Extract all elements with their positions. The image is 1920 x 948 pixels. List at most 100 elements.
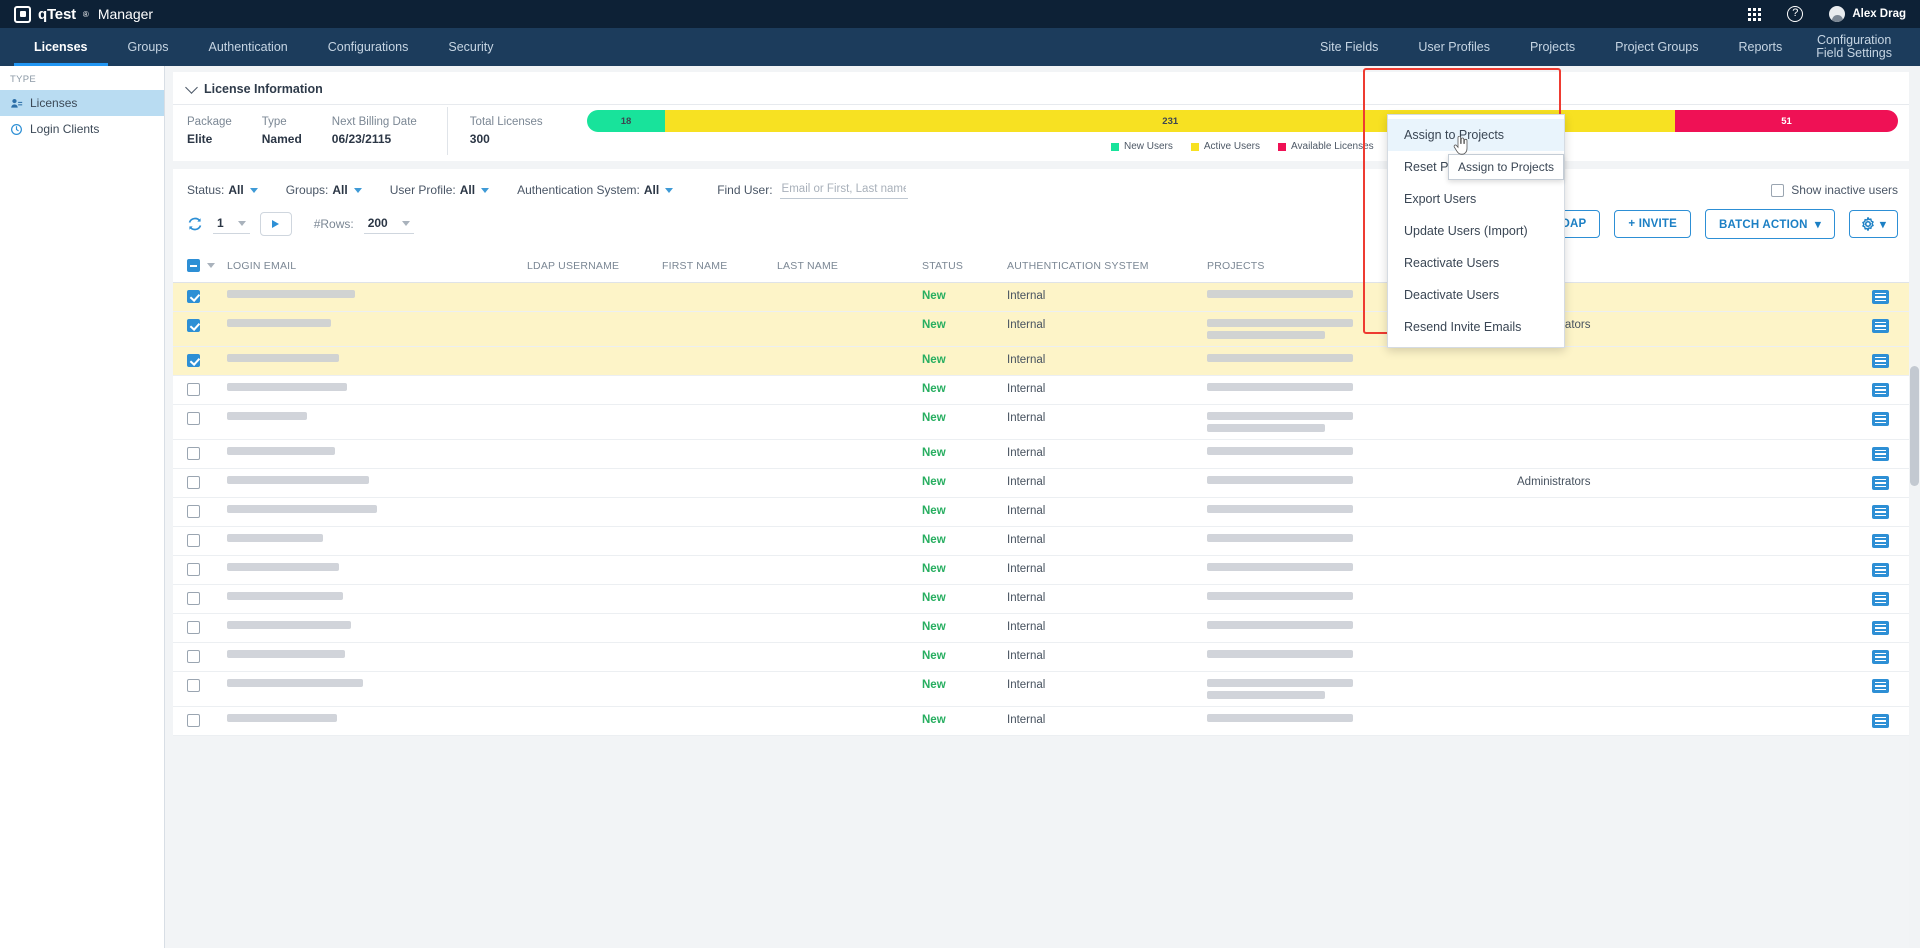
- filter-status[interactable]: Status: All: [187, 183, 258, 197]
- row-menu-icon[interactable]: [1872, 319, 1889, 333]
- row-menu-icon[interactable]: [1872, 476, 1889, 490]
- row-checkbox[interactable]: [187, 290, 200, 303]
- row-menu-icon[interactable]: [1872, 621, 1889, 635]
- table-row[interactable]: New Internal: [173, 613, 1912, 643]
- row-checkbox[interactable]: [187, 319, 200, 332]
- table-row[interactable]: New Internal: [173, 671, 1912, 707]
- row-checkbox[interactable]: [187, 563, 200, 576]
- invite-button[interactable]: + INVITE: [1614, 210, 1691, 238]
- show-inactive-users-checkbox[interactable]: [1771, 183, 1785, 197]
- settings-gear-button[interactable]: ▾: [1849, 210, 1898, 238]
- row-checkbox[interactable]: [187, 447, 200, 460]
- row-checkbox[interactable]: [187, 412, 200, 425]
- row-checkbox[interactable]: [187, 679, 200, 692]
- table-row[interactable]: New Internal: [173, 555, 1912, 585]
- table-row[interactable]: New Internal: [173, 584, 1912, 614]
- login-email-cell: [221, 584, 521, 614]
- sidebar-item-login-clients[interactable]: Login Clients: [0, 116, 164, 142]
- nav-item-security[interactable]: Security: [448, 40, 494, 54]
- nav-item-configurations[interactable]: Configurations: [327, 40, 409, 54]
- row-checkbox[interactable]: [187, 383, 200, 396]
- user-menu[interactable]: Alex Drag: [1829, 6, 1906, 22]
- row-menu-icon[interactable]: [1872, 563, 1889, 577]
- row-menu-icon[interactable]: [1872, 505, 1889, 519]
- menu-item-export-users[interactable]: Export Users: [1404, 192, 1477, 206]
- row-menu-icon[interactable]: [1872, 412, 1889, 426]
- sidebar-item-licenses[interactable]: Licenses: [0, 90, 164, 116]
- batch-action-button[interactable]: BATCH ACTION ▾: [1704, 209, 1836, 239]
- row-menu-icon[interactable]: [1872, 290, 1889, 304]
- table-row[interactable]: New Internal: [173, 375, 1912, 405]
- row-checkbox[interactable]: [187, 476, 200, 489]
- row-menu-icon[interactable]: [1872, 679, 1889, 693]
- table-row[interactable]: New Internal: [173, 642, 1912, 672]
- row-checkbox[interactable]: [187, 534, 200, 547]
- nav-item-reports[interactable]: Reports: [1738, 40, 1783, 54]
- row-menu-icon[interactable]: [1872, 534, 1889, 548]
- table-row[interactable]: New Internal: [173, 346, 1912, 376]
- auth-system-value: Internal: [1007, 679, 1046, 691]
- nav-item-authentication[interactable]: Authentication: [208, 40, 288, 54]
- filter-authentication-system[interactable]: Authentication System: All: [517, 183, 674, 197]
- apps-grid-icon[interactable]: [1748, 7, 1762, 21]
- nav-item-project-groups[interactable]: Project Groups: [1615, 40, 1699, 54]
- row-checkbox[interactable]: [187, 621, 200, 634]
- col-ldap-username[interactable]: LDAP USERNAME: [521, 249, 656, 283]
- row-menu-icon[interactable]: [1872, 592, 1889, 606]
- col-first-name[interactable]: FIRST NAME: [656, 249, 771, 283]
- show-inactive-users-toggle[interactable]: Show inactive users: [1771, 183, 1898, 197]
- nav-item-user-profiles[interactable]: User Profiles: [1418, 40, 1490, 54]
- select-all-checkbox[interactable]: [187, 259, 200, 272]
- auth-system-value: Internal: [1007, 592, 1046, 604]
- row-menu-icon[interactable]: [1872, 714, 1889, 728]
- table-row[interactable]: New Internal: [173, 706, 1912, 736]
- table-row[interactable]: New Internal: [173, 282, 1912, 312]
- menu-item-reactivate-users[interactable]: Reactivate Users: [1404, 256, 1500, 270]
- next-page-button[interactable]: [259, 212, 292, 236]
- table-row[interactable]: New Internal: [173, 404, 1912, 440]
- menu-item-update-users-import[interactable]: Update Users (Import): [1404, 224, 1528, 238]
- help-circle-icon[interactable]: ?: [1787, 6, 1804, 22]
- row-menu-icon[interactable]: [1872, 383, 1889, 397]
- refresh-icon[interactable]: [187, 216, 203, 232]
- page-number-select[interactable]: 1: [213, 214, 250, 234]
- nav-item-site-fields[interactable]: Site Fields: [1320, 40, 1379, 54]
- row-menu-icon[interactable]: [1872, 447, 1889, 461]
- table-row[interactable]: New Internal: [173, 497, 1912, 527]
- row-menu-icon[interactable]: [1872, 650, 1889, 664]
- row-checkbox[interactable]: [187, 592, 200, 605]
- search-input[interactable]: [779, 181, 908, 199]
- row-checkbox[interactable]: [187, 505, 200, 518]
- col-authentication-system[interactable]: AUTHENTICATION SYSTEM: [1001, 249, 1201, 283]
- vertical-scrollbar-thumb[interactable]: [1910, 366, 1919, 486]
- last-name-cell: [771, 439, 916, 469]
- nav-item-licenses[interactable]: Licenses: [14, 28, 108, 66]
- menu-item-deactivate-users[interactable]: Deactivate Users: [1404, 288, 1500, 302]
- chevron-down-icon[interactable]: [185, 80, 198, 94]
- menu-item-resend-invite-emails[interactable]: Resend Invite Emails: [1404, 320, 1522, 334]
- col-last-name[interactable]: LAST NAME: [771, 249, 916, 283]
- brand-logo-group[interactable]: qTest ® Manager: [14, 5, 153, 23]
- rows-per-page-select[interactable]: 200: [363, 214, 414, 234]
- status-cell: New: [916, 671, 1001, 707]
- col-status[interactable]: STATUS: [916, 249, 1001, 283]
- nav-item-groups[interactable]: Groups: [127, 40, 169, 54]
- filter-user-profile[interactable]: User Profile: All: [390, 183, 490, 197]
- table-row[interactable]: New Internal: [173, 526, 1912, 556]
- row-menu-icon[interactable]: [1872, 354, 1889, 368]
- row-checkbox[interactable]: [187, 714, 200, 727]
- chevron-down-icon[interactable]: [207, 263, 216, 269]
- menu-item-assign-to-projects[interactable]: Assign to Projects: [1388, 119, 1564, 151]
- table-row[interactable]: New Internal: [173, 439, 1912, 469]
- filter-groups[interactable]: Groups: All: [286, 183, 362, 197]
- row-checkbox[interactable]: [187, 650, 200, 663]
- row-checkbox[interactable]: [187, 354, 200, 367]
- nav-item-configuration-field-settings[interactable]: Configuration Field Settings: [1802, 28, 1906, 66]
- license-information-header[interactable]: License Information: [173, 72, 1912, 104]
- col-login-email[interactable]: LOGIN EMAIL: [221, 249, 521, 283]
- nav-item-projects[interactable]: Projects: [1529, 40, 1576, 54]
- vertical-scrollbar-track[interactable]: [1909, 66, 1920, 948]
- status-badge: New: [922, 679, 946, 691]
